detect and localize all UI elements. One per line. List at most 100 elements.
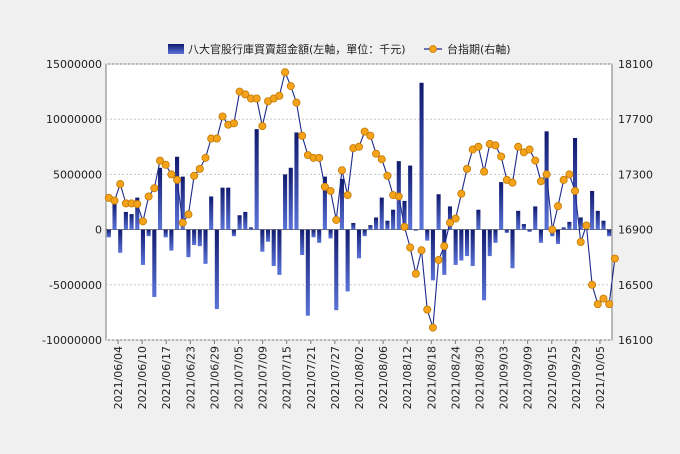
bar [175,156,180,230]
index-point [252,94,261,103]
bar [271,229,276,267]
index-point [110,196,119,205]
bar [169,229,174,251]
x-tick-label: 2021/07/05 [233,346,246,409]
index-point [457,189,466,198]
bar [482,229,487,301]
x-tick-label: 2021/09/15 [546,346,559,409]
bar [328,229,333,239]
bar [391,209,396,230]
index-point [161,160,170,169]
index-point [491,141,500,150]
bar [504,229,509,233]
bar [538,229,543,243]
bar [277,229,282,275]
bar [544,131,549,230]
bar [294,132,299,230]
y-left-tick-label: 10000000 [46,113,102,126]
bar [140,229,146,265]
bar [453,229,458,265]
y-left-tick-label: 15000000 [46,58,102,71]
index-point [190,171,199,180]
index-point [167,170,176,179]
x-tick-label: 2021/06/17 [160,346,173,409]
bar [112,203,117,230]
y-right-tick-label: 16100 [618,334,653,347]
index-point [565,170,574,179]
index-point [593,300,602,309]
bar [248,227,254,230]
bar [442,229,447,275]
bar [305,229,310,316]
bar [516,210,521,230]
index-point [337,166,346,175]
bar [595,210,600,230]
index-point [445,218,454,227]
x-tick-label: 2021/07/21 [305,346,318,409]
index-point [463,164,472,173]
bar [226,187,231,230]
bar [254,129,259,230]
index-point [548,225,557,234]
legend-line-marker [429,45,437,53]
x-tick-label: 2021/08/30 [473,346,486,409]
bar [430,229,435,281]
index-point [156,156,165,165]
bar [118,229,123,253]
bar [487,229,492,257]
index-point [599,294,608,303]
index-point [332,215,341,224]
bar-series [106,82,612,316]
bar [419,82,424,230]
index-point [451,214,460,223]
index-point [195,164,204,173]
index-point [372,149,381,158]
index-point [531,156,540,165]
index-point [377,155,386,164]
bar [607,229,612,237]
bar [192,229,197,246]
bar [499,182,504,230]
bar [408,165,413,230]
bar [334,229,339,311]
bar [527,229,532,232]
index-point [201,153,210,162]
x-tick-label: 2021/08/12 [401,346,414,409]
bar [163,229,168,238]
bar [413,229,418,231]
index-point [133,200,142,209]
bar [197,229,202,247]
y-right-tick-label: 17300 [618,168,653,181]
index-point [423,305,432,314]
bar [464,229,470,257]
bar [533,206,538,230]
bar [186,229,191,258]
index-point [542,170,551,179]
x-tick-label: 2021/09/09 [522,346,535,409]
bar [152,229,157,297]
index-point [241,90,250,99]
index-point [116,180,125,189]
legend-line-label: 台指期(右軸) [447,42,511,56]
bar [351,222,356,230]
index-point [320,182,329,191]
index-point [281,68,290,77]
bar [243,211,248,230]
index-point [184,210,193,219]
x-tick-label: 2021/07/15 [281,346,294,409]
bar [317,229,322,243]
index-point [525,145,534,154]
index-point [315,153,324,162]
x-tick-label: 2021/08/02 [353,346,366,409]
bar [106,229,111,238]
y-left-tick-label: 0 [95,224,102,237]
index-point [326,186,335,195]
index-point [343,191,352,200]
index-point [434,255,443,264]
index-point [218,112,227,121]
bar [555,229,561,244]
bar [209,196,214,230]
index-point [400,222,409,231]
index-point [298,131,307,140]
